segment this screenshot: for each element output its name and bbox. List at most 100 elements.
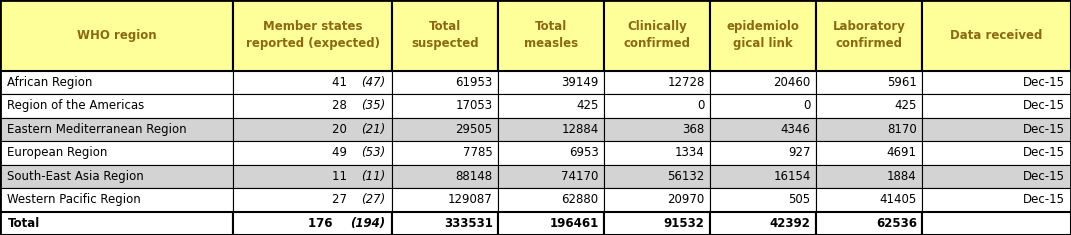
Bar (710, 164, 816, 188)
Text: 1884: 1884 (887, 170, 917, 183)
Text: 16154: 16154 (773, 170, 811, 183)
Bar (922, 164, 1071, 188)
Text: 74170: 74170 (561, 170, 599, 183)
Text: 176: 176 (308, 217, 337, 230)
Bar (816, 118, 922, 141)
Text: 28: 28 (332, 99, 351, 112)
Text: (35): (35) (361, 99, 386, 112)
Text: WHO region: WHO region (77, 29, 156, 42)
Bar (0, 0, 233, 70)
Text: Dec-15: Dec-15 (1023, 76, 1065, 89)
Bar (0, 94, 233, 118)
Text: 12884: 12884 (561, 123, 599, 136)
Bar (604, 0, 710, 70)
Bar (392, 94, 498, 118)
Text: African Region: African Region (7, 76, 93, 89)
Bar (816, 141, 922, 164)
Bar (604, 188, 710, 212)
Text: 196461: 196461 (549, 217, 599, 230)
Text: Dec-15: Dec-15 (1023, 99, 1065, 112)
Bar (392, 212, 498, 235)
Bar (710, 94, 816, 118)
Bar (710, 212, 816, 235)
Text: Total
measles: Total measles (524, 20, 578, 50)
Text: 49: 49 (332, 146, 351, 159)
Bar (392, 188, 498, 212)
Bar (498, 118, 604, 141)
Text: 5961: 5961 (887, 76, 917, 89)
Bar (233, 70, 392, 94)
Text: 17053: 17053 (455, 99, 493, 112)
Text: epidemiolo
gical link: epidemiolo gical link (726, 20, 800, 50)
Text: Data received: Data received (950, 29, 1043, 42)
Bar (392, 141, 498, 164)
Text: (53): (53) (361, 146, 386, 159)
Bar (816, 164, 922, 188)
Bar (816, 212, 922, 235)
Text: 62880: 62880 (561, 193, 599, 206)
Text: Member states
reported (expected): Member states reported (expected) (245, 20, 380, 50)
Bar (498, 188, 604, 212)
Bar (498, 212, 604, 235)
Text: 42392: 42392 (770, 217, 811, 230)
Bar (233, 164, 392, 188)
Text: 88148: 88148 (455, 170, 493, 183)
Bar (0, 141, 233, 164)
Text: 1334: 1334 (675, 146, 705, 159)
Bar (498, 70, 604, 94)
Text: Total
suspected: Total suspected (411, 20, 479, 50)
Text: (21): (21) (361, 123, 386, 136)
Text: 62536: 62536 (876, 217, 917, 230)
Text: 91532: 91532 (664, 217, 705, 230)
Text: South-East Asia Region: South-East Asia Region (7, 170, 145, 183)
Text: 20: 20 (332, 123, 351, 136)
Text: Laboratory
confirmed: Laboratory confirmed (832, 20, 906, 50)
Text: 20460: 20460 (773, 76, 811, 89)
Bar (233, 188, 392, 212)
Bar (233, 212, 392, 235)
Text: 368: 368 (682, 123, 705, 136)
Text: Western Pacific Region: Western Pacific Region (7, 193, 141, 206)
Text: 425: 425 (894, 99, 917, 112)
Text: European Region: European Region (7, 146, 108, 159)
Text: 29505: 29505 (455, 123, 493, 136)
Bar (816, 70, 922, 94)
Text: 41405: 41405 (879, 193, 917, 206)
Bar (233, 0, 392, 70)
Text: Dec-15: Dec-15 (1023, 146, 1065, 159)
Bar (710, 118, 816, 141)
Text: 927: 927 (788, 146, 811, 159)
Bar (0, 70, 233, 94)
Bar (604, 212, 710, 235)
Bar (816, 94, 922, 118)
Text: 7785: 7785 (463, 146, 493, 159)
Bar (922, 118, 1071, 141)
Bar (604, 141, 710, 164)
Text: (27): (27) (361, 193, 386, 206)
Bar (233, 94, 392, 118)
Text: 0: 0 (697, 99, 705, 112)
Text: 12728: 12728 (667, 76, 705, 89)
Text: 20970: 20970 (667, 193, 705, 206)
Bar (498, 94, 604, 118)
Text: 0: 0 (803, 99, 811, 112)
Bar (604, 94, 710, 118)
Bar (0, 118, 233, 141)
Text: 41: 41 (332, 76, 351, 89)
Bar (0, 164, 233, 188)
Text: Dec-15: Dec-15 (1023, 170, 1065, 183)
Text: 6953: 6953 (569, 146, 599, 159)
Bar (392, 164, 498, 188)
Bar (233, 141, 392, 164)
Bar (392, 118, 498, 141)
Bar (922, 188, 1071, 212)
Text: Dec-15: Dec-15 (1023, 123, 1065, 136)
Bar (604, 118, 710, 141)
Bar (604, 70, 710, 94)
Bar (233, 118, 392, 141)
Bar (922, 212, 1071, 235)
Bar (922, 141, 1071, 164)
Text: 39149: 39149 (561, 76, 599, 89)
Text: 505: 505 (788, 193, 811, 206)
Bar (922, 70, 1071, 94)
